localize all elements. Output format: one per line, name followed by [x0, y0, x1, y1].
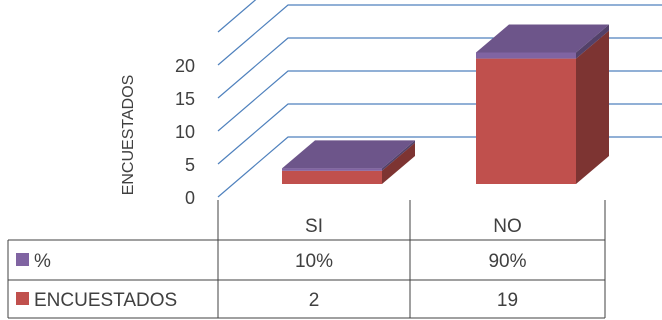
- y-tick-label: 10: [175, 122, 195, 142]
- data-table: SI NO% 10% 90% ENCUESTADOS 2 19: [7, 200, 606, 319]
- bars: [282, 24, 609, 184]
- y-axis-label: ENCUESTADOS: [120, 75, 137, 196]
- bar-side-percent: [576, 24, 609, 59]
- y-axis-ticks: 0 5 10 15 20: [175, 56, 195, 208]
- legend-entry: %: [34, 251, 51, 272]
- x-tick-label: NO: [493, 216, 522, 237]
- bar-segment-encuestados: [282, 170, 382, 184]
- bar-segment-percent: [476, 52, 576, 59]
- data-label: 2: [309, 290, 320, 311]
- gridline: [217, 4, 662, 66]
- bar-segment-encuestados: [476, 58, 576, 184]
- y-tick-label: 20: [175, 56, 195, 76]
- bar-top: [282, 140, 415, 169]
- bar-side-encuestados: [576, 30, 609, 184]
- bar-side-encuestados: [382, 142, 415, 184]
- x-tick-label: SI: [305, 216, 323, 237]
- y-tick-label: 15: [175, 89, 195, 109]
- bar-top: [476, 24, 609, 53]
- legend-swatch: [16, 253, 29, 266]
- y-tick-label: 5: [185, 155, 195, 175]
- data-label: 19: [497, 290, 518, 311]
- data-label: 90%: [488, 251, 526, 272]
- bar-segment-percent: [282, 168, 382, 171]
- bar-side-percent: [382, 140, 415, 171]
- bar-si: [282, 140, 415, 184]
- legend-swatch: [16, 292, 29, 305]
- y-tick-label: 0: [185, 188, 195, 208]
- data-label: 10%: [295, 251, 333, 272]
- legend-entry: ENCUESTADOS: [34, 290, 177, 311]
- gridline: [217, 0, 257, 33]
- bar-no: [476, 24, 609, 184]
